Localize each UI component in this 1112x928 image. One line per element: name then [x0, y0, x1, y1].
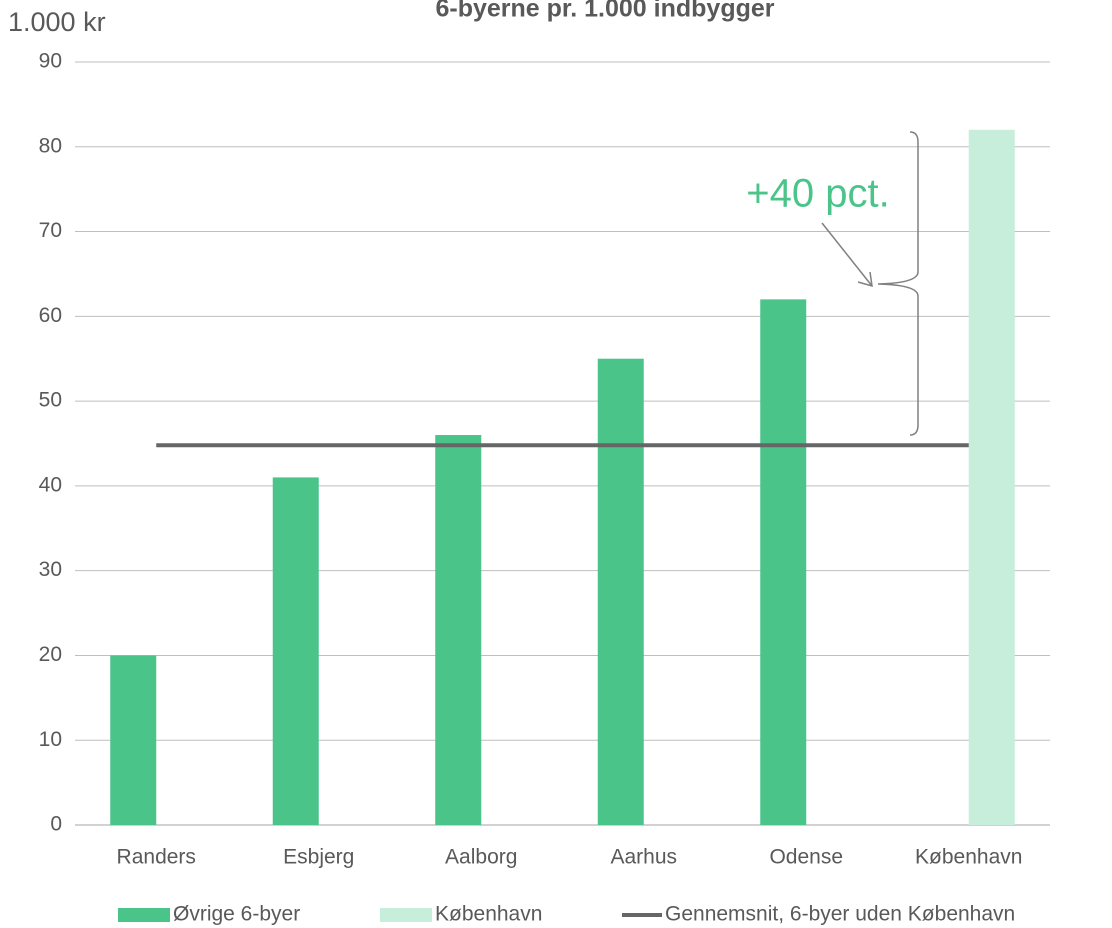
- bar: [597, 358, 644, 825]
- x-tick-label: Randers: [117, 846, 196, 869]
- bar: [110, 655, 157, 825]
- y-axis-label: 1.000 kr: [8, 7, 106, 37]
- annotation: +40 pct.: [746, 172, 889, 216]
- y-tick-label: 50: [39, 389, 62, 412]
- plot: 0 10 20 30 40 50 60 70 80 90 Randers Esbjerg Aalborg…: [39, 50, 1050, 869]
- y-tick-label: 30: [39, 558, 62, 581]
- bar: [968, 129, 1015, 826]
- bar: [272, 477, 319, 825]
- legend-label: Øvrige 6-byer: [173, 903, 300, 926]
- x-tick-label: Aalborg: [445, 846, 517, 869]
- brace: [877, 131, 919, 436]
- y-tick-label: 40: [39, 473, 62, 496]
- legend-label: Gennemsnit, 6-byer uden København: [665, 903, 1015, 926]
- y-tick-label: 80: [39, 134, 62, 157]
- y-tick-label: 60: [39, 304, 62, 327]
- x-tick-label: Odense: [769, 846, 843, 869]
- y-tick-label: 10: [39, 728, 62, 751]
- legend-swatch: [380, 908, 432, 922]
- bar: [760, 299, 807, 825]
- x-tick-label: København: [915, 846, 1022, 869]
- y-tick-label: 0: [50, 813, 62, 836]
- y-tick-label: 70: [39, 219, 62, 242]
- bar: [435, 435, 482, 825]
- arrow: [821, 222, 873, 288]
- x-tick-label: Aarhus: [610, 846, 677, 869]
- x-tick-label: Esbjerg: [283, 846, 354, 869]
- legend-swatch: [118, 908, 170, 922]
- chart-title: 6-byerne pr. 1.000 indbygger: [435, 0, 774, 23]
- y-tick-label: 20: [39, 643, 62, 666]
- y-tick-label: 90: [39, 50, 62, 73]
- legend-label: København: [435, 903, 542, 926]
